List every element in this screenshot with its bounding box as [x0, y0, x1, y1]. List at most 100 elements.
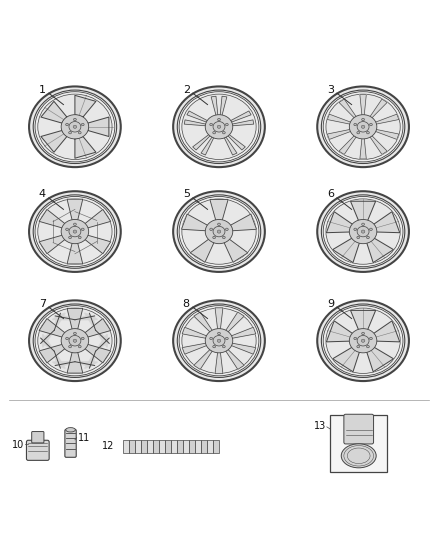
Polygon shape: [39, 319, 67, 338]
Polygon shape: [39, 235, 67, 254]
Polygon shape: [228, 327, 256, 339]
Polygon shape: [39, 209, 67, 229]
Polygon shape: [367, 346, 393, 372]
Ellipse shape: [354, 228, 357, 231]
Ellipse shape: [205, 220, 233, 244]
Bar: [141, 440, 147, 453]
Ellipse shape: [78, 345, 81, 348]
Ellipse shape: [362, 223, 364, 225]
Ellipse shape: [78, 132, 81, 134]
Polygon shape: [226, 133, 245, 150]
Ellipse shape: [350, 115, 377, 139]
Ellipse shape: [78, 236, 81, 239]
Ellipse shape: [179, 92, 259, 162]
Bar: [135, 440, 141, 453]
Polygon shape: [41, 131, 67, 152]
Ellipse shape: [370, 228, 372, 231]
Ellipse shape: [218, 118, 220, 121]
Ellipse shape: [38, 199, 112, 264]
Ellipse shape: [326, 199, 400, 264]
Polygon shape: [229, 120, 254, 126]
Ellipse shape: [33, 304, 117, 377]
Polygon shape: [373, 212, 400, 233]
Polygon shape: [67, 350, 83, 373]
Ellipse shape: [323, 305, 403, 376]
Ellipse shape: [362, 332, 364, 335]
Polygon shape: [187, 111, 210, 123]
Polygon shape: [215, 350, 223, 374]
Polygon shape: [42, 328, 56, 348]
Text: 10: 10: [11, 440, 24, 450]
Ellipse shape: [321, 304, 405, 377]
Ellipse shape: [357, 227, 369, 237]
Polygon shape: [82, 319, 111, 338]
Text: 11: 11: [78, 433, 90, 442]
Ellipse shape: [217, 339, 221, 342]
Ellipse shape: [357, 122, 369, 132]
Text: 12: 12: [102, 441, 114, 451]
Polygon shape: [333, 238, 360, 263]
Bar: [147, 440, 153, 453]
Polygon shape: [201, 134, 215, 155]
Polygon shape: [181, 214, 210, 231]
Ellipse shape: [205, 329, 233, 353]
Ellipse shape: [367, 345, 369, 348]
Ellipse shape: [66, 337, 68, 340]
Polygon shape: [326, 212, 353, 233]
Ellipse shape: [81, 228, 84, 231]
Ellipse shape: [74, 223, 76, 225]
Ellipse shape: [205, 115, 233, 139]
Ellipse shape: [210, 228, 212, 231]
Text: 8: 8: [183, 298, 190, 309]
Text: 7: 7: [39, 298, 46, 309]
Polygon shape: [194, 348, 214, 369]
Ellipse shape: [218, 332, 220, 335]
Ellipse shape: [213, 236, 215, 239]
Ellipse shape: [177, 195, 261, 268]
Polygon shape: [67, 240, 83, 264]
Ellipse shape: [33, 195, 117, 268]
Bar: [165, 440, 171, 453]
Bar: [195, 440, 201, 453]
Ellipse shape: [73, 230, 77, 233]
Ellipse shape: [182, 94, 256, 159]
Ellipse shape: [69, 345, 71, 348]
Polygon shape: [360, 95, 366, 119]
Ellipse shape: [61, 220, 88, 244]
Text: 4: 4: [39, 189, 46, 199]
FancyBboxPatch shape: [26, 440, 49, 461]
Ellipse shape: [361, 339, 365, 342]
Ellipse shape: [321, 195, 405, 268]
Ellipse shape: [354, 337, 357, 340]
Ellipse shape: [66, 427, 75, 432]
Polygon shape: [53, 349, 65, 368]
Ellipse shape: [66, 228, 68, 231]
Ellipse shape: [35, 92, 115, 162]
Bar: [159, 440, 165, 453]
Ellipse shape: [361, 230, 365, 233]
Ellipse shape: [317, 301, 409, 381]
Polygon shape: [53, 361, 78, 367]
Ellipse shape: [73, 125, 77, 128]
Ellipse shape: [326, 94, 400, 159]
Ellipse shape: [179, 197, 259, 266]
Polygon shape: [220, 96, 227, 118]
Polygon shape: [82, 235, 111, 254]
Ellipse shape: [61, 329, 88, 353]
Ellipse shape: [213, 132, 215, 134]
Ellipse shape: [362, 118, 364, 121]
Ellipse shape: [367, 132, 369, 134]
Ellipse shape: [173, 301, 265, 381]
Ellipse shape: [210, 123, 212, 126]
Ellipse shape: [38, 94, 112, 159]
Ellipse shape: [357, 335, 369, 346]
Bar: [207, 440, 213, 453]
Ellipse shape: [354, 123, 357, 126]
Ellipse shape: [367, 236, 369, 239]
Polygon shape: [368, 133, 387, 155]
Polygon shape: [371, 128, 399, 140]
Polygon shape: [223, 134, 237, 155]
Polygon shape: [82, 343, 111, 363]
Polygon shape: [224, 348, 244, 369]
Polygon shape: [85, 313, 97, 332]
